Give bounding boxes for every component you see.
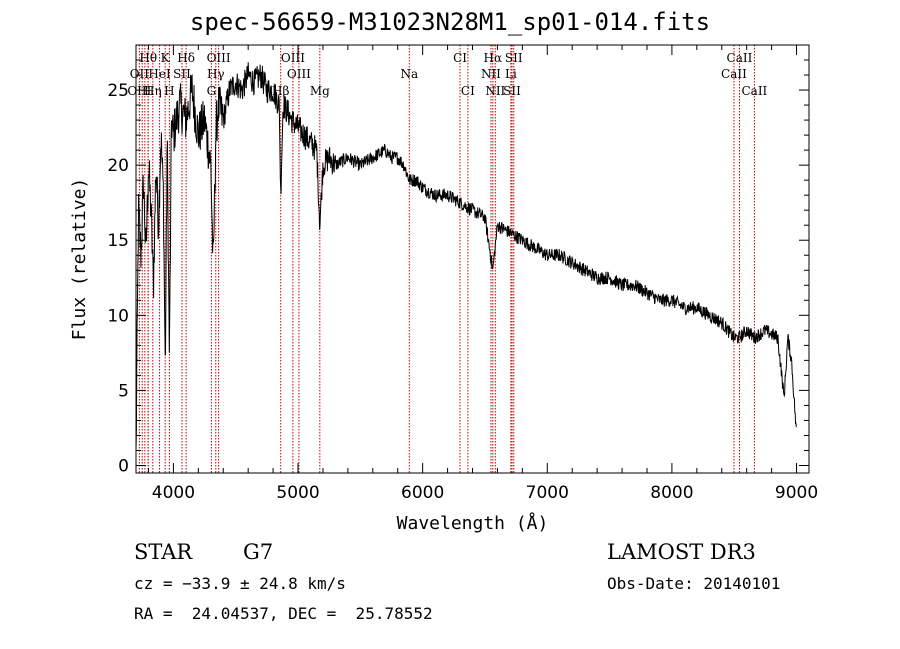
line-label: Hα [484, 51, 503, 65]
line-markers-layer [138, 45, 755, 473]
line-label: CaII [727, 51, 753, 65]
line-label: HeI [148, 67, 171, 81]
object-subclass: G7 [243, 540, 274, 564]
line-label: CI [461, 84, 475, 98]
axis-ticks-layer: 4000 5000 6000 7000 8000 9000 0 5 10 15 20 25 [107, 45, 818, 503]
y-tick-label: 0 [118, 456, 129, 476]
x-tick-label: 6000 [401, 483, 444, 503]
x-tick-label: 5000 [276, 483, 319, 503]
line-label: Hγ [207, 67, 225, 81]
line-label: Hδ [177, 51, 195, 65]
line-label: G [207, 84, 217, 98]
y-tick-label: 10 [107, 306, 129, 326]
y-tick-label: 15 [107, 231, 129, 251]
line-label: CaII [721, 67, 747, 81]
y-tick-label: 5 [118, 381, 129, 401]
line-label: Mg [310, 84, 330, 98]
line-label: Na [400, 67, 418, 81]
line-label: Hη [144, 84, 162, 98]
line-label: K [161, 51, 171, 65]
y-axis-label: Flux (relative) [69, 178, 90, 341]
x-tick-label: 8000 [650, 483, 693, 503]
line-label: SII [173, 67, 191, 81]
coordinates: RA = 24.04537, DEC = 25.78552 [134, 604, 433, 623]
x-tick-label: 4000 [152, 483, 195, 503]
line-label: CaII [741, 84, 767, 98]
line-label: Hθ [139, 51, 157, 65]
redshift-cz: cz = −33.9 ± 24.8 km/s [134, 574, 346, 593]
survey-name: LAMOST DR3 [607, 540, 756, 564]
line-label: OIII [127, 84, 151, 98]
spectrum-line [135, 62, 797, 451]
line-label: NII [485, 84, 505, 98]
chart-title: spec-56659-M31023N28M1_sp01-014.fits [189, 8, 711, 36]
line-label: OIII [281, 51, 305, 65]
line-label: OII [130, 67, 150, 81]
y-tick-label: 25 [107, 81, 129, 101]
x-tick-label: 7000 [526, 483, 569, 503]
line-label: OIII [207, 51, 231, 65]
line-label: Li [505, 67, 517, 81]
line-label: NII [481, 67, 501, 81]
line-label: SII [505, 51, 523, 65]
observation-date: Obs-Date: 20140101 [607, 574, 781, 593]
line-label: CI [453, 51, 467, 65]
x-tick-label: 9000 [775, 483, 818, 503]
y-tick-label: 20 [107, 156, 129, 176]
x-axis-label: Wavelength (Å) [397, 512, 549, 534]
line-label: OIII [287, 67, 311, 81]
object-class: STAR [134, 540, 193, 564]
plot-frame [135, 44, 810, 474]
line-label: H [164, 84, 174, 98]
line-label: SII [503, 84, 521, 98]
